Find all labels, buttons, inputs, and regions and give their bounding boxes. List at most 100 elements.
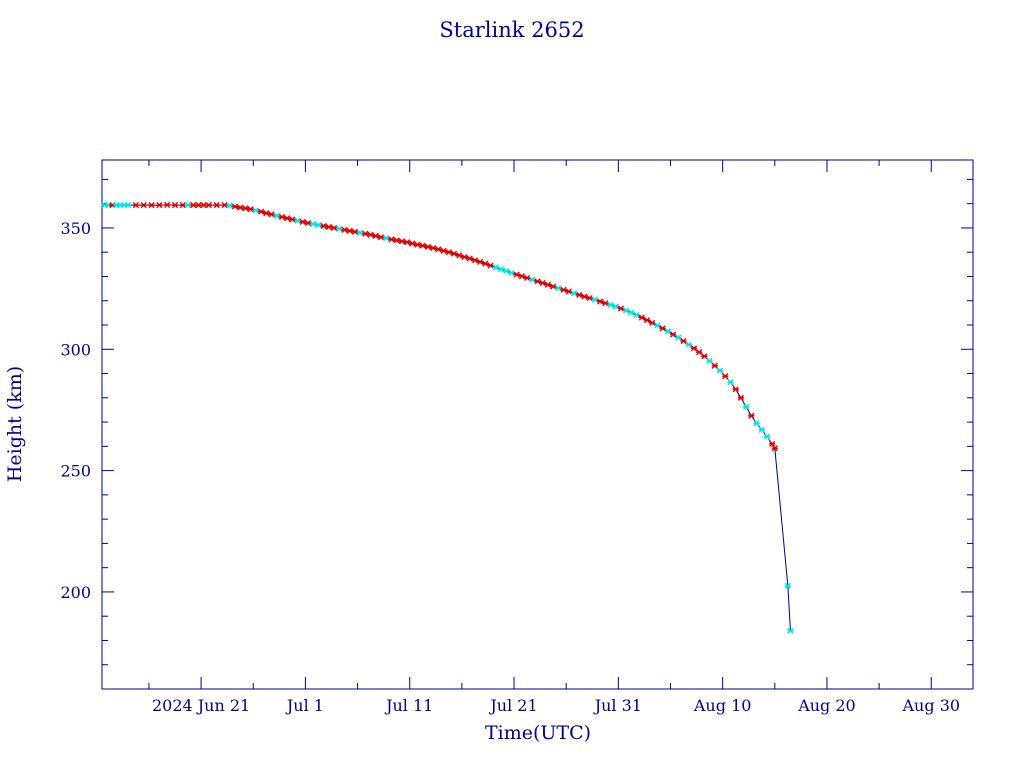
data-point [716,367,724,374]
data-point [263,210,270,217]
y-tick-label: 200 [60,583,91,602]
data-point [508,269,515,276]
data-point [523,274,531,282]
y-tick-labels: 200 250 300 350 [60,219,91,602]
data-point [294,217,301,224]
data-point [435,246,442,253]
data-point [367,231,374,238]
data-point [213,202,220,209]
data-point [649,319,656,326]
data-point [753,420,760,427]
data-point [268,211,275,218]
data-point [450,250,458,257]
data-point [664,328,672,335]
data-point [659,325,666,332]
data-point [200,202,207,209]
data-point [231,203,239,210]
data-point [237,204,244,211]
data-point [424,243,432,250]
x-tick-label: Jul 21 [488,696,537,715]
data-point [633,311,640,319]
data-point [643,317,651,324]
data-point [769,440,776,448]
data-point [195,202,202,209]
data-point [148,202,155,209]
data-point [461,253,468,261]
data-point [346,227,353,234]
data-point [440,247,447,254]
data-point [383,235,390,242]
x-tick-label: Aug 30 [902,696,961,715]
data-point [529,276,536,283]
data-point [320,222,327,230]
data-point [534,278,541,285]
y-tick-label: 300 [60,340,91,359]
data-point [372,232,379,240]
data-point [414,241,421,248]
data-point [675,334,682,341]
x-tick-label: Aug 10 [693,696,752,715]
axis-ticks [102,160,973,689]
data-point [722,373,729,380]
data-point [393,237,400,244]
data-point [388,236,395,243]
data-point [409,240,416,247]
data-point [140,202,147,209]
data-point [132,202,140,209]
series-height [101,201,794,634]
data-point [242,205,249,212]
data-point [727,379,734,386]
data-point [565,288,572,295]
data-point [503,267,510,274]
data-point [430,244,437,252]
data-point [690,345,698,352]
data-point [617,305,625,312]
data-point [466,255,473,262]
data-point [351,228,359,235]
data-point [771,445,778,452]
data-point [787,627,794,634]
chart-title: Starlink 2652 [439,18,584,42]
data-point [555,285,562,292]
data-point [685,341,692,348]
data-point [315,221,322,229]
data-point [362,230,369,237]
data-point [184,202,192,209]
data-point [482,260,489,267]
series-line [104,204,791,631]
x-tick-labels: 2024 Jun 21 Jul 1 Jul 11 Jul 21 Jul 31 Aug 10… [152,696,960,715]
data-point [278,213,286,221]
y-tick-label: 350 [60,219,91,238]
x-tick-label: Jul 1 [285,696,324,715]
data-point [576,291,583,299]
data-point [310,220,317,228]
data-point [711,362,718,369]
data-point [247,206,254,213]
data-point [539,279,546,287]
data-point [623,307,630,314]
data-point [226,202,233,209]
data-point [156,202,163,209]
data-point [487,262,494,269]
data-point [737,394,745,401]
data-point [336,225,343,233]
data-point [596,298,604,305]
data-point [456,252,463,259]
x-axis-label: Time(UTC) [485,722,591,744]
data-point [357,229,364,236]
x-tick-label: 2024 Jun 21 [152,696,250,715]
data-point [257,208,265,215]
x-tick-label: Jul 31 [593,696,642,715]
data-point [497,266,505,273]
data-point [252,207,259,214]
data-point [706,357,713,365]
data-point [171,202,179,209]
data-point [518,273,525,280]
data-point [221,202,228,209]
data-point [377,234,385,241]
data-point [570,290,578,297]
y-tick-label: 250 [60,462,91,481]
data-point [743,403,750,410]
plot-frame [101,159,974,690]
data-point [696,349,703,356]
